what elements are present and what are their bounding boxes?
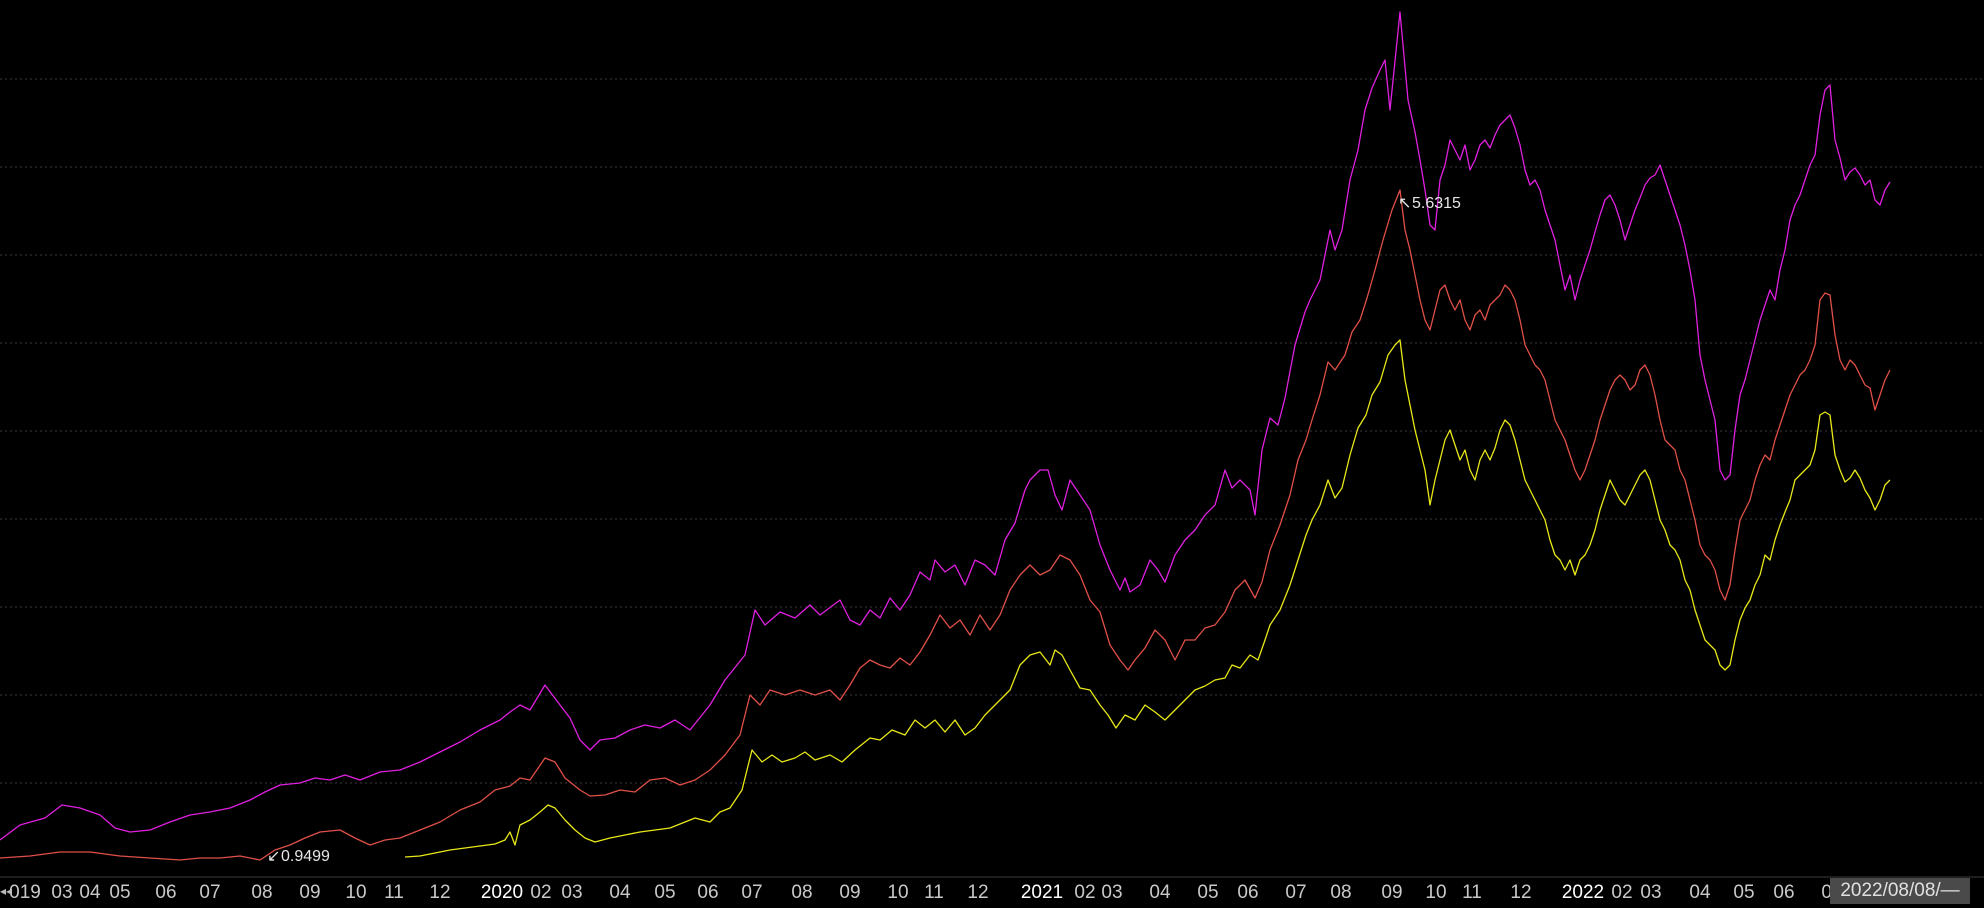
x-tick-label: 04 bbox=[609, 882, 631, 903]
x-tick-label: 08 bbox=[1330, 882, 1351, 903]
annotations: ↖ 5.6315 ↙ 0.9499 bbox=[267, 195, 1461, 865]
x-axis: 019 03 04 05 06 07 08 09 10 11 12 2020 02 03 04 05 06 07 0… bbox=[9, 882, 1842, 903]
x-tick-label-year: 2022 bbox=[1562, 882, 1604, 903]
x-tick-label: 03 bbox=[561, 882, 582, 903]
annotation-value: 0.9499 bbox=[281, 848, 330, 865]
x-tick-label: 02 bbox=[530, 882, 551, 903]
x-tick-label: 06 bbox=[1237, 882, 1258, 903]
x-tick-label-year: 2020 bbox=[481, 882, 523, 903]
x-tick-label: 10 bbox=[887, 882, 908, 903]
arrow-up-left-icon: ↖ bbox=[1398, 195, 1411, 212]
x-tick-label: 09 bbox=[299, 882, 320, 903]
series-layer bbox=[0, 11, 1891, 861]
x-tick-label: 02 bbox=[1611, 882, 1632, 903]
double-left-arrow-icon[interactable]: ◂◂ bbox=[0, 884, 13, 898]
x-tick-label: 09 bbox=[1381, 882, 1402, 903]
x-tick-label: 11 bbox=[924, 882, 944, 903]
x-tick-label: 04 bbox=[1689, 882, 1711, 903]
value-annotation: ↙ 0.9499 bbox=[267, 848, 330, 865]
grid-lines bbox=[0, 78, 1984, 784]
x-tick-label: 06 bbox=[1773, 882, 1794, 903]
x-tick-label: 08 bbox=[791, 882, 812, 903]
x-tick-label: 12 bbox=[429, 882, 450, 903]
x-tick-label: 03 bbox=[51, 882, 72, 903]
current-date-readout: 2022/08/08/— bbox=[1830, 878, 1970, 904]
x-tick-label: 05 bbox=[109, 882, 130, 903]
x-tick-label: 06 bbox=[697, 882, 718, 903]
x-tick-label: 09 bbox=[839, 882, 860, 903]
x-tick-label-year: 2021 bbox=[1021, 882, 1063, 903]
series-line-1 bbox=[0, 11, 1891, 841]
x-tick-label: 03 bbox=[1640, 882, 1661, 903]
x-tick-label: 12 bbox=[967, 882, 988, 903]
x-tick-label: 05 bbox=[1197, 882, 1218, 903]
x-tick-label: 11 bbox=[384, 882, 404, 903]
x-tick-label: 08 bbox=[251, 882, 272, 903]
annotation-value: 5.6315 bbox=[1412, 195, 1461, 212]
x-tick-label: 05 bbox=[654, 882, 675, 903]
x-tick-label: 04 bbox=[1149, 882, 1171, 903]
x-tick-label: 019 bbox=[9, 882, 41, 903]
x-tick-label: 06 bbox=[155, 882, 176, 903]
x-tick-label: 10 bbox=[1425, 882, 1446, 903]
x-tick-label: 05 bbox=[1733, 882, 1754, 903]
value-annotation: ↖ 5.6315 bbox=[1398, 195, 1461, 212]
x-tick-label: 11 bbox=[1462, 882, 1482, 903]
x-tick-label: 03 bbox=[1101, 882, 1122, 903]
series-line-2 bbox=[0, 189, 1891, 861]
x-tick-label: 10 bbox=[345, 882, 366, 903]
x-tick-label: 02 bbox=[1074, 882, 1095, 903]
arrow-down-left-icon: ↙ bbox=[267, 848, 280, 865]
series-line-3 bbox=[404, 339, 1891, 858]
x-tick-label: 07 bbox=[1285, 882, 1306, 903]
x-tick-label: 07 bbox=[741, 882, 762, 903]
x-tick-label: 04 bbox=[79, 882, 101, 903]
x-tick-label: 12 bbox=[1510, 882, 1531, 903]
x-tick-label: 07 bbox=[199, 882, 220, 903]
